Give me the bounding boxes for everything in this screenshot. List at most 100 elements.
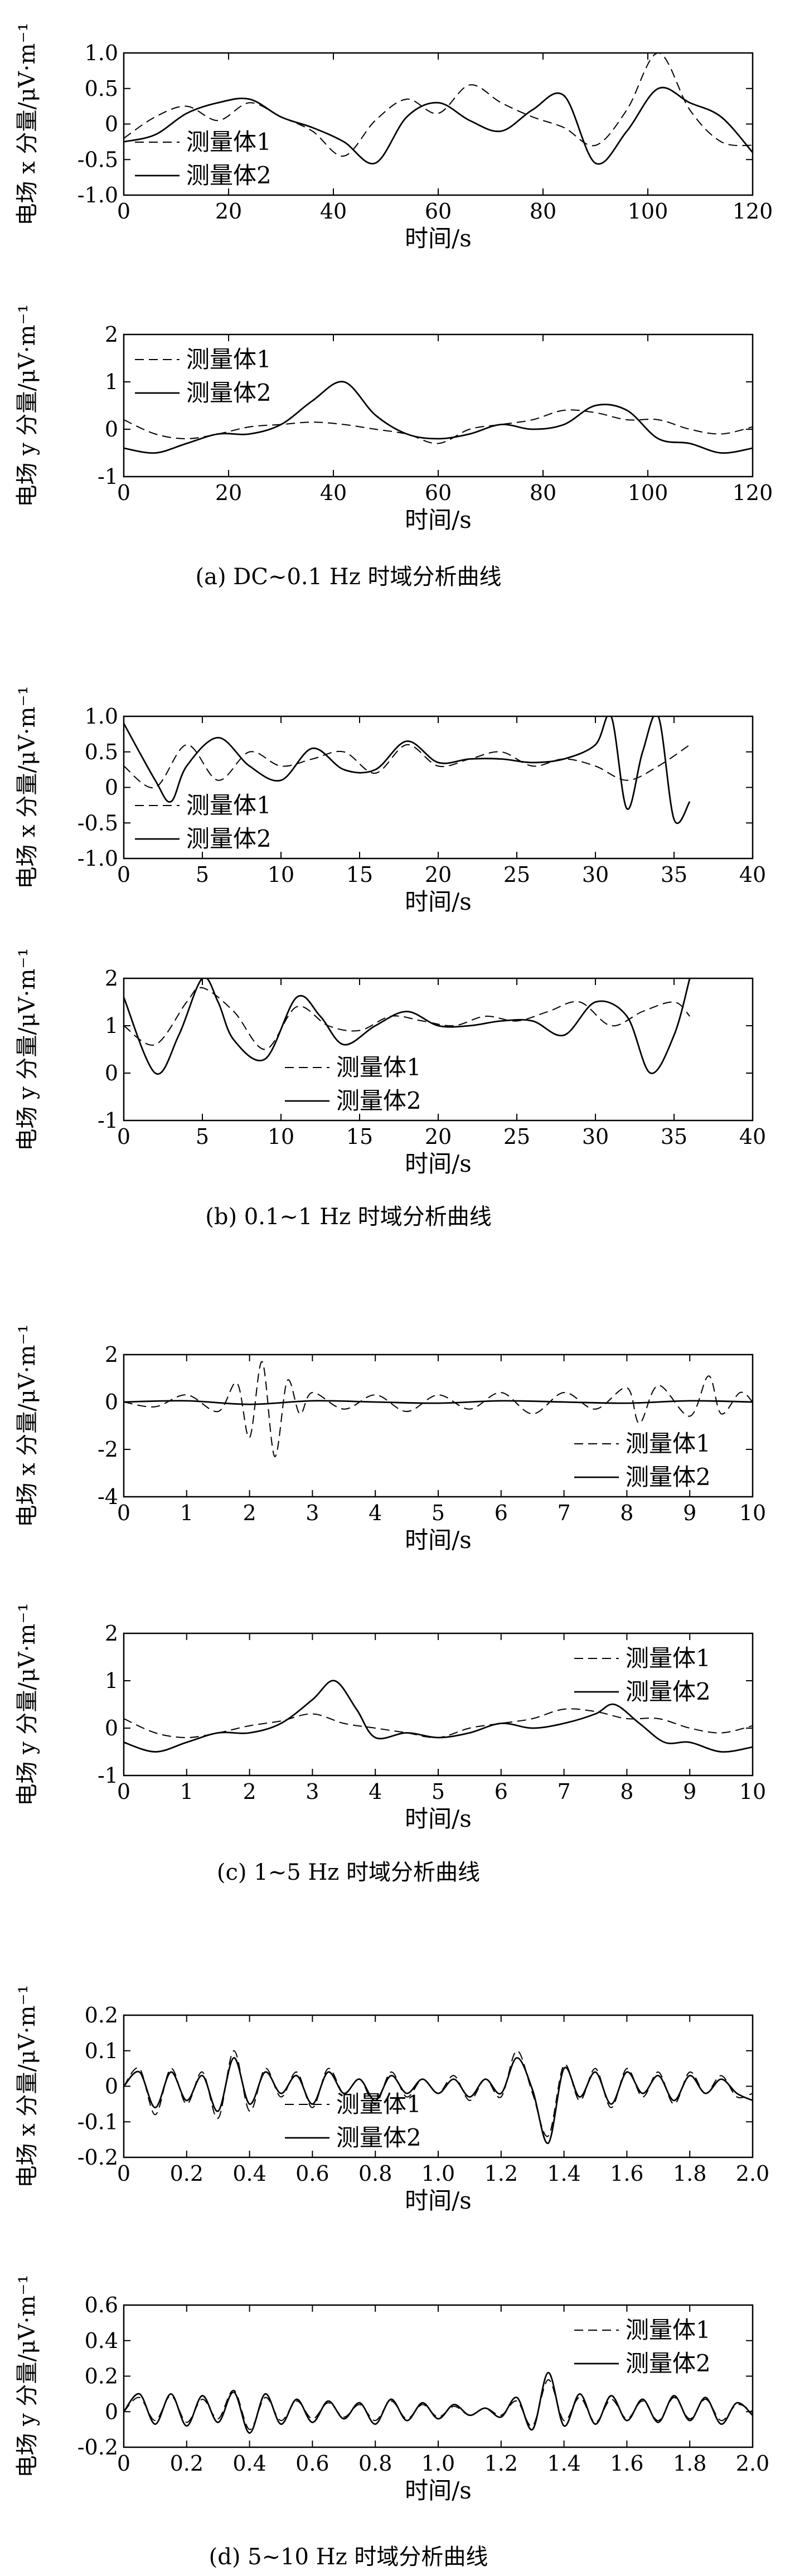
series-line-2 bbox=[124, 86, 753, 165]
y-tick-label: 2 bbox=[105, 966, 118, 991]
x-tick-label: 5 bbox=[432, 1501, 445, 1525]
series-line-1 bbox=[124, 1361, 753, 1457]
x-tick-label: 15 bbox=[346, 862, 373, 887]
y-tick-label: 0 bbox=[105, 2074, 118, 2099]
series-line-1 bbox=[124, 409, 753, 444]
x-tick-label: 2.0 bbox=[736, 2451, 769, 2476]
series-line-1 bbox=[124, 987, 690, 1050]
legend: 测量体1 测量体2 bbox=[135, 346, 272, 406]
x-tick-label: 8 bbox=[620, 1501, 633, 1525]
series-line-2 bbox=[124, 2057, 753, 2144]
x-tick-label: 25 bbox=[503, 862, 530, 887]
legend-label: 测量体1 bbox=[186, 346, 272, 373]
y-axis-label: 电场 y 分量/μV·m⁻¹ bbox=[14, 1603, 40, 1806]
y-tick-label: 0.2 bbox=[85, 2003, 118, 2027]
x-axis-label: 时间/s bbox=[405, 506, 472, 533]
y-tick-label: 1 bbox=[105, 1013, 118, 1038]
x-tick-label: 40 bbox=[739, 1124, 766, 1149]
x-tick-label: 1.4 bbox=[547, 2451, 580, 2476]
x-tick-label: 0 bbox=[117, 862, 130, 887]
caption-a: (a) DC~0.1 Hz 时域分析曲线 bbox=[196, 564, 502, 590]
x-tick-label: 120 bbox=[733, 481, 773, 505]
x-tick-label: 1 bbox=[180, 1779, 193, 1804]
y-tick-label: 0.1 bbox=[85, 2039, 118, 2063]
legend-label: 测量体1 bbox=[626, 2316, 711, 2344]
panel-d-x-chart: 0 0.2 0.4 0.6 0.8 1.0 1.2 1.4 1.6 1.8 2.0 -0.2 -0.1 0… bbox=[14, 1985, 769, 2214]
y-tick-label: 0.5 bbox=[85, 740, 118, 764]
x-tick-label: 5 bbox=[196, 862, 209, 887]
legend: 测量体1 测量体2 bbox=[574, 1430, 711, 1491]
legend-label: 测量体2 bbox=[186, 379, 272, 406]
legend-label: 测量体1 bbox=[186, 128, 272, 156]
y-tick-label: -0.5 bbox=[77, 811, 118, 835]
series-line-2 bbox=[124, 1680, 753, 1753]
x-tick-label: 40 bbox=[739, 862, 766, 887]
x-tick-label: 10 bbox=[268, 862, 294, 887]
x-tick-label: 0.8 bbox=[358, 2161, 392, 2186]
x-tick-label: 2 bbox=[243, 1501, 256, 1525]
series-line-2 bbox=[124, 1400, 753, 1405]
x-tick-label: 10 bbox=[739, 1779, 766, 1804]
y-tick-label: 0.2 bbox=[85, 2364, 118, 2389]
y-tick-label: -2 bbox=[98, 1437, 118, 1462]
caption-b: (b) 0.1~1 Hz 时域分析曲线 bbox=[205, 1204, 492, 1230]
plot-frame bbox=[123, 2014, 754, 2158]
x-tick-label: 120 bbox=[733, 199, 773, 224]
y-tick-label: 0.4 bbox=[85, 2328, 118, 2353]
x-tick-label: 4 bbox=[369, 1501, 382, 1525]
y-tick-label: 0 bbox=[105, 417, 118, 442]
y-tick-label: 2 bbox=[105, 1621, 118, 1646]
x-tick-label: 2.0 bbox=[736, 2161, 769, 2186]
legend-label: 测量体1 bbox=[186, 792, 272, 819]
x-axis-label: 时间/s bbox=[405, 888, 472, 915]
y-tick-label: 2 bbox=[105, 322, 118, 347]
x-tick-label: 2 bbox=[243, 1779, 256, 1804]
x-axis-label: 时间/s bbox=[405, 1526, 472, 1554]
x-tick-label: 1.6 bbox=[610, 2161, 643, 2186]
legend-label: 测量体2 bbox=[626, 1463, 711, 1491]
x-tick-label: 0.4 bbox=[232, 2161, 266, 2186]
y-tick-label: 0.6 bbox=[85, 2293, 118, 2317]
x-tick-label: 20 bbox=[215, 481, 242, 505]
y-tick-label: 0 bbox=[105, 1716, 118, 1740]
y-tick-label: 0 bbox=[105, 1061, 118, 1085]
y-tick-label: -1.0 bbox=[77, 183, 118, 207]
y-axis-label: 电场 x 分量/μV·m⁻¹ bbox=[14, 686, 40, 889]
x-tick-label: 5 bbox=[432, 1779, 445, 1804]
y-tick-label: 0 bbox=[105, 775, 118, 800]
y-axis-label: 电场 y 分量/μV·m⁻¹ bbox=[14, 948, 40, 1151]
x-tick-label: 5 bbox=[196, 1124, 209, 1149]
x-tick-label: 15 bbox=[346, 1124, 373, 1149]
legend: 测量体1 测量体2 bbox=[135, 128, 272, 189]
x-axis-label: 时间/s bbox=[405, 225, 472, 252]
y-axis-label: 电场 x 分量/μV·m⁻¹ bbox=[14, 1985, 40, 2187]
x-tick-label: 20 bbox=[425, 862, 452, 887]
x-tick-label: 0 bbox=[117, 2451, 130, 2476]
y-tick-label: -0.5 bbox=[77, 147, 118, 172]
x-tick-label: 1.2 bbox=[484, 2161, 518, 2186]
legend: 测量体1 测量体2 bbox=[285, 1054, 421, 1114]
x-tick-label: 10 bbox=[268, 1124, 294, 1149]
y-tick-label: 0 bbox=[105, 1390, 118, 1414]
x-tick-label: 3 bbox=[306, 1501, 319, 1525]
series-line-2 bbox=[124, 2371, 753, 2434]
series-line-2 bbox=[124, 978, 691, 1075]
legend: 测量体1 测量体2 bbox=[574, 1644, 711, 1705]
x-tick-label: 1.8 bbox=[673, 2451, 706, 2476]
x-tick-label: 100 bbox=[628, 481, 668, 505]
x-tick-label: 100 bbox=[628, 199, 668, 224]
y-axis-label: 电场 y 分量/μV·m⁻¹ bbox=[14, 2274, 40, 2477]
y-tick-label: -0.1 bbox=[77, 2109, 118, 2134]
x-tick-label: 0.6 bbox=[295, 2161, 329, 2186]
x-tick-label: 40 bbox=[320, 199, 347, 224]
x-tick-label: 0.2 bbox=[170, 2161, 203, 2186]
x-tick-label: 40 bbox=[320, 481, 347, 505]
x-axis-label: 时间/s bbox=[405, 2187, 472, 2214]
y-tick-label: -1 bbox=[98, 1763, 118, 1788]
x-tick-label: 30 bbox=[582, 1124, 609, 1149]
x-tick-label: 0 bbox=[117, 1124, 130, 1149]
y-tick-label: 1 bbox=[105, 1668, 118, 1693]
